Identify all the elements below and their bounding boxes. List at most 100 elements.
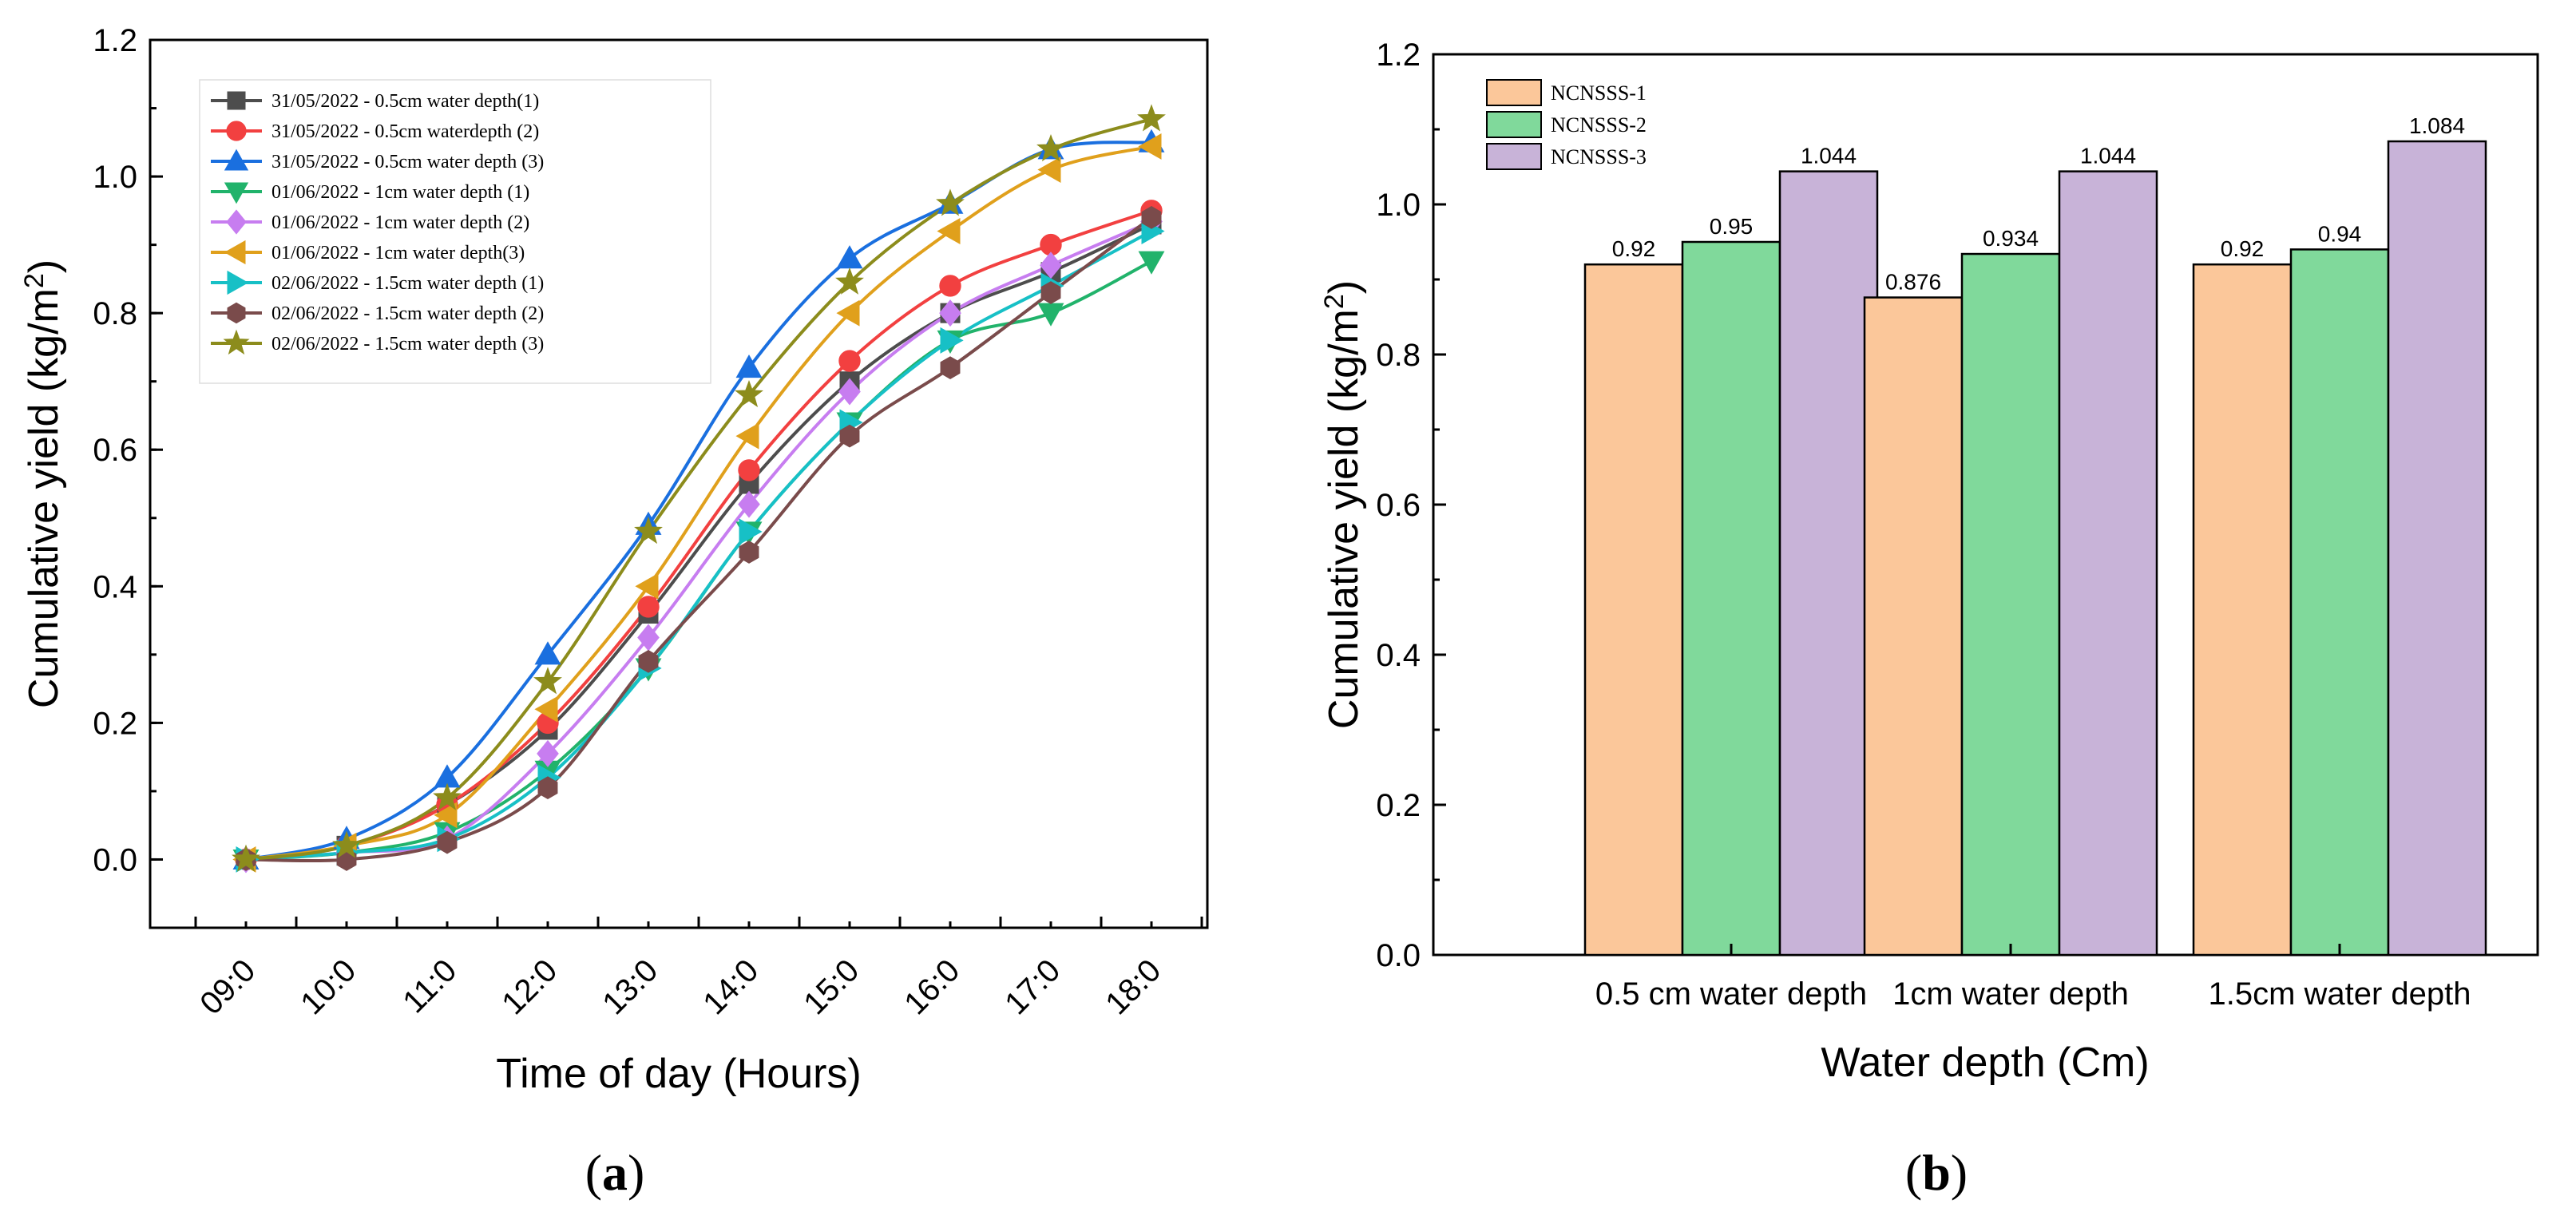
y-axis-title-main: Cumulative yield (kg/m xyxy=(21,288,67,708)
y-axis-title-close: ) xyxy=(21,259,67,273)
legend-marker xyxy=(223,329,250,355)
legend-label: NCNSSS-1 xyxy=(1551,81,1647,105)
data-point xyxy=(836,299,860,327)
data-point xyxy=(835,267,864,295)
x-tick-label: 09:0 xyxy=(193,953,262,1021)
data-point xyxy=(738,490,760,518)
y-tick-label: 0.6 xyxy=(93,433,137,468)
series-line xyxy=(245,117,1152,862)
x-tick-label: 14:0 xyxy=(696,953,765,1021)
x-tick-label: 10:0 xyxy=(294,953,363,1021)
legend-label: 02/06/2022 - 1.5cm water depth (2) xyxy=(271,303,544,324)
data-point xyxy=(939,275,961,297)
bar-value-label: 0.92 xyxy=(2221,236,2265,261)
y-tick-label: 1.0 xyxy=(1376,188,1421,223)
x-tick-label: 17:0 xyxy=(998,953,1067,1021)
data-point xyxy=(534,695,558,723)
legend-swatch xyxy=(1486,143,1542,170)
data-point xyxy=(735,379,763,408)
data-point xyxy=(838,350,861,372)
panel-letter-b: b xyxy=(1922,1144,1951,1201)
data-point xyxy=(936,188,965,216)
data-point xyxy=(537,739,559,767)
data-point xyxy=(1037,156,1061,183)
data-point xyxy=(839,424,860,448)
data-point xyxy=(838,378,861,406)
data-point xyxy=(735,354,763,378)
data-point xyxy=(332,830,361,858)
data-point xyxy=(1138,133,1162,160)
bar xyxy=(1583,263,1684,957)
bar-value-label: 1.084 xyxy=(2409,113,2465,138)
data-point xyxy=(534,641,561,665)
bar xyxy=(1681,240,1781,957)
legend-marker xyxy=(227,302,246,324)
legend-marker xyxy=(224,149,249,171)
data-point xyxy=(537,776,558,800)
data-point xyxy=(1141,206,1162,229)
x-tick-label: 18:0 xyxy=(1099,953,1167,1021)
y-axis-title: Cumulative yield (kg/m2) xyxy=(19,259,67,708)
y-axis-title-b: Cumulative yield (kg/m2) xyxy=(1319,280,1367,729)
plot-area-frame xyxy=(149,38,1209,929)
y-tick-label: 0.2 xyxy=(1376,788,1421,823)
bar-value-label: 0.934 xyxy=(1983,226,2039,251)
y-tick-label: 0.2 xyxy=(93,706,137,741)
bar xyxy=(2387,140,2487,957)
bar xyxy=(1778,170,1879,957)
y-axis-title-sup: 2 xyxy=(19,273,50,288)
y-tick-label: 0.0 xyxy=(1376,938,1421,973)
y-tick-label: 0.8 xyxy=(1376,338,1421,373)
series-line xyxy=(245,220,1152,862)
data-point xyxy=(434,802,458,829)
bar-value-label: 1.044 xyxy=(1801,144,1857,168)
bar xyxy=(2192,263,2293,957)
y-tick-label: 0.4 xyxy=(93,569,137,604)
legend-marker xyxy=(224,240,246,265)
bar-value-label: 0.94 xyxy=(2318,221,2362,246)
y-axis-title-b-main: Cumulative yield (kg/m xyxy=(1321,309,1367,729)
x-axis-title-b: Water depth (Cm) xyxy=(1821,1040,2149,1086)
legend: 31/05/2022 - 0.5cm water depth(1) 31/05/2… xyxy=(211,91,544,355)
plot-area-frame-b xyxy=(1432,53,2539,957)
data-point xyxy=(738,459,760,481)
y-tick-label: 1.0 xyxy=(93,160,137,195)
line-chart-panel-a: 0.0 0.2 0.4 0.6 0.8 1.0 1.2 09:0 10:0 11:0 12:0 13… xyxy=(19,23,1209,1201)
y-tick-label: 1.2 xyxy=(93,23,137,58)
series-line xyxy=(245,229,1152,862)
panel-label-a: (a) xyxy=(585,1144,645,1201)
data-point xyxy=(940,356,961,379)
bar-value-label: 0.876 xyxy=(1885,270,1941,295)
x-axis-title: Time of day (Hours) xyxy=(496,1051,862,1097)
data-point xyxy=(1040,281,1061,304)
legend-label: NCNSSS-3 xyxy=(1551,145,1647,168)
data-point xyxy=(634,517,663,545)
x-tick-label: 13:0 xyxy=(596,953,664,1021)
bar xyxy=(1960,252,2061,957)
x-axis-labels-b: 0.5 cm water depth 1cm water depth 1.5cm w… xyxy=(1595,944,2471,1012)
bar-value-label: 1.044 xyxy=(2080,144,2136,168)
data-point xyxy=(937,218,961,244)
y-tick-label: 0.0 xyxy=(93,842,137,877)
data-point xyxy=(836,245,863,269)
legend-label: 31/05/2022 - 0.5cm waterdepth (2) xyxy=(271,121,539,142)
bar xyxy=(1863,296,1964,957)
y-axis-ticks-b: 0.0 0.2 0.4 0.6 0.8 1.0 1.2 xyxy=(1376,38,1446,973)
legend-swatch xyxy=(1486,111,1542,138)
data-point xyxy=(232,844,260,872)
series-line xyxy=(245,208,1152,862)
data-point xyxy=(433,782,462,810)
legend-swatch xyxy=(1486,79,1542,106)
legend-marker xyxy=(224,182,249,204)
bar xyxy=(2289,248,2390,957)
data-point xyxy=(735,422,759,450)
y-tick-label: 1.2 xyxy=(1376,38,1421,73)
data-point xyxy=(940,327,964,354)
legend-marker xyxy=(226,121,247,141)
y-tick-label: 0.8 xyxy=(93,296,137,331)
bar-value-label: 0.92 xyxy=(1612,236,1656,261)
x-tick-label: 1.5cm water depth xyxy=(2208,976,2471,1012)
x-tick-label: 1cm water depth xyxy=(1892,976,2129,1012)
data-point xyxy=(1036,134,1065,162)
x-tick-label: 12:0 xyxy=(495,953,564,1021)
